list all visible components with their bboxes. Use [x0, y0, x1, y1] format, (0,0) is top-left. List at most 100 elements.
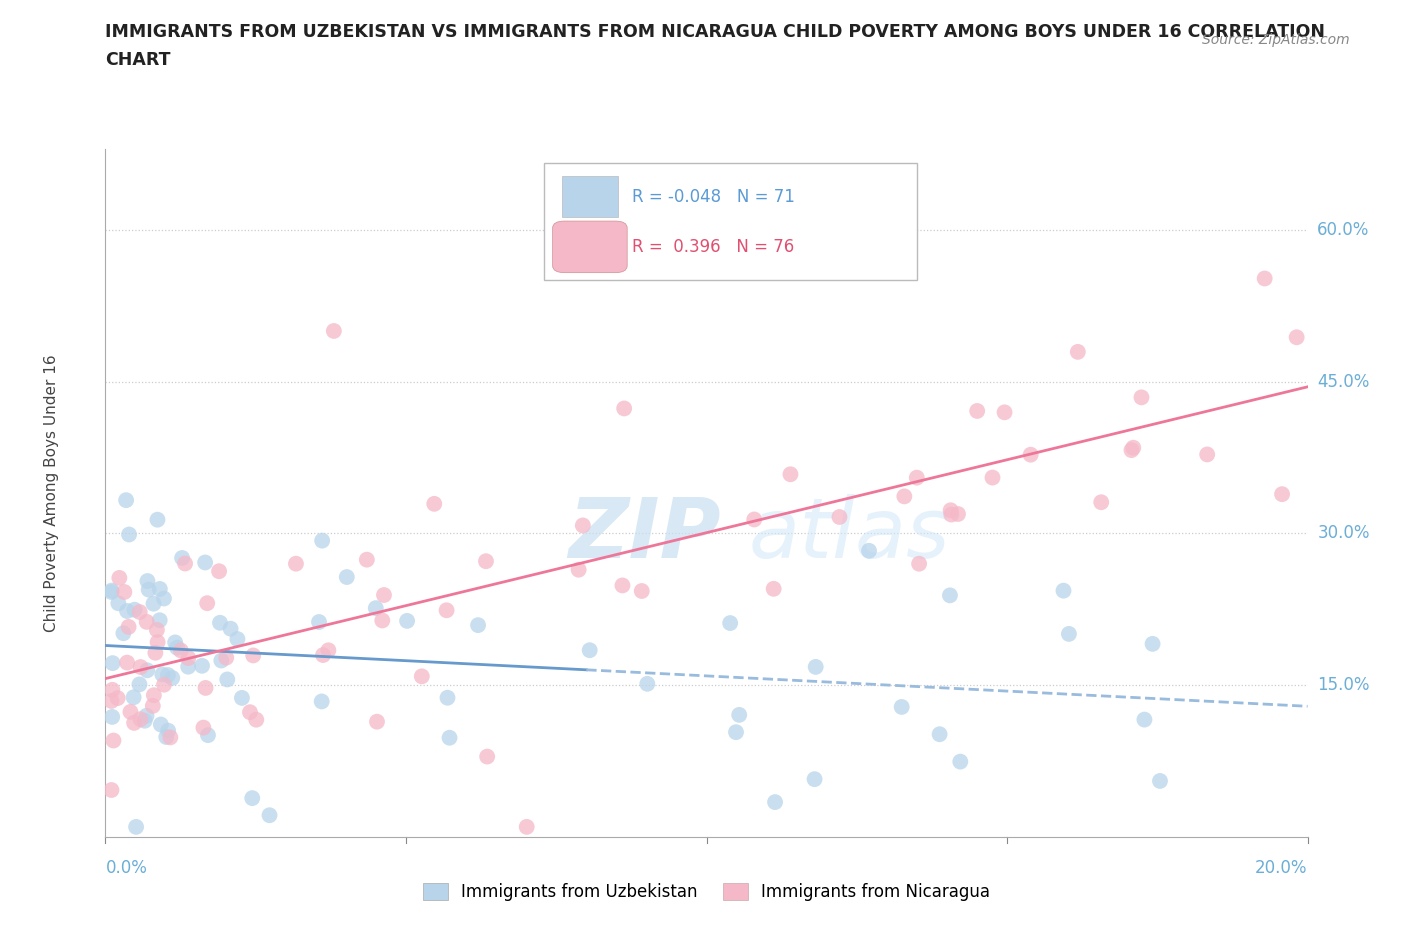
- Point: [124, 603, 146, 618]
- Point: [1142, 636, 1164, 651]
- Point: [1197, 447, 1219, 462]
- Point: [1149, 774, 1171, 789]
- Point: [364, 601, 387, 616]
- Point: [312, 647, 335, 662]
- Point: [166, 640, 188, 655]
- Point: [1122, 440, 1144, 455]
- Point: [128, 677, 150, 692]
- Point: [828, 510, 851, 525]
- Point: [1121, 443, 1143, 458]
- Point: [191, 658, 214, 673]
- Point: [763, 794, 786, 809]
- Point: [1090, 495, 1112, 510]
- Point: [373, 588, 395, 603]
- Point: [112, 585, 135, 600]
- Point: [366, 714, 388, 729]
- Point: [174, 556, 197, 571]
- Point: [101, 683, 124, 698]
- Point: [371, 613, 394, 628]
- Point: [981, 471, 1004, 485]
- Point: [439, 730, 461, 745]
- Point: [115, 655, 138, 670]
- Point: [122, 690, 145, 705]
- Point: [436, 603, 458, 618]
- Point: [135, 615, 157, 630]
- Point: [125, 819, 148, 834]
- Point: [149, 613, 172, 628]
- Point: [1052, 583, 1074, 598]
- Point: [177, 651, 200, 666]
- Point: [311, 533, 333, 548]
- Point: [1130, 390, 1153, 405]
- Point: [118, 527, 141, 542]
- Point: [100, 694, 122, 709]
- Point: [1067, 344, 1090, 359]
- Point: [284, 556, 307, 571]
- Point: [149, 717, 172, 732]
- Point: [165, 635, 187, 650]
- Point: [112, 626, 135, 641]
- Point: [194, 681, 217, 696]
- Point: [153, 591, 176, 606]
- Text: 60.0%: 60.0%: [1317, 220, 1369, 239]
- Point: [226, 631, 249, 646]
- Point: [134, 713, 156, 728]
- Point: [1271, 486, 1294, 501]
- Point: [728, 708, 751, 723]
- Point: [108, 570, 131, 585]
- Point: [939, 503, 962, 518]
- Point: [993, 405, 1015, 419]
- Point: [159, 730, 181, 745]
- Point: [949, 754, 972, 769]
- Point: [117, 619, 139, 634]
- Point: [939, 588, 962, 603]
- FancyBboxPatch shape: [562, 177, 617, 217]
- Point: [150, 667, 173, 682]
- Point: [858, 543, 880, 558]
- Point: [568, 563, 591, 578]
- Point: [128, 604, 150, 619]
- Point: [193, 720, 215, 735]
- FancyBboxPatch shape: [553, 221, 627, 272]
- Point: [803, 772, 825, 787]
- Point: [905, 471, 928, 485]
- Point: [231, 690, 253, 705]
- Point: [136, 663, 159, 678]
- Text: Child Poverty Among Boys Under 16: Child Poverty Among Boys Under 16: [44, 354, 59, 631]
- Legend: Immigrants from Uzbekistan, Immigrants from Nicaragua: Immigrants from Uzbekistan, Immigrants f…: [416, 876, 997, 908]
- Point: [242, 648, 264, 663]
- Text: R = -0.048   N = 71: R = -0.048 N = 71: [631, 188, 794, 206]
- Point: [146, 634, 169, 649]
- Point: [146, 512, 169, 527]
- Point: [100, 782, 122, 797]
- Point: [240, 790, 263, 805]
- Point: [215, 650, 238, 665]
- Point: [718, 616, 741, 631]
- Point: [156, 668, 179, 683]
- Point: [136, 574, 159, 589]
- Point: [322, 324, 344, 339]
- Point: [893, 489, 915, 504]
- Point: [467, 618, 489, 632]
- Point: [219, 621, 242, 636]
- Text: atlas: atlas: [748, 494, 950, 575]
- Point: [966, 404, 988, 418]
- Point: [804, 659, 827, 674]
- Point: [1019, 447, 1042, 462]
- Point: [575, 237, 598, 252]
- Point: [107, 691, 129, 706]
- Point: [318, 643, 340, 658]
- Text: 0.0%: 0.0%: [105, 859, 148, 877]
- Text: 30.0%: 30.0%: [1317, 525, 1369, 542]
- Point: [636, 676, 658, 691]
- Point: [100, 583, 122, 598]
- Point: [195, 596, 218, 611]
- Point: [311, 694, 333, 709]
- Point: [356, 552, 378, 567]
- Point: [928, 727, 950, 742]
- Point: [162, 671, 184, 685]
- Point: [172, 551, 194, 565]
- Point: [101, 710, 124, 724]
- Point: [762, 581, 785, 596]
- Point: [194, 555, 217, 570]
